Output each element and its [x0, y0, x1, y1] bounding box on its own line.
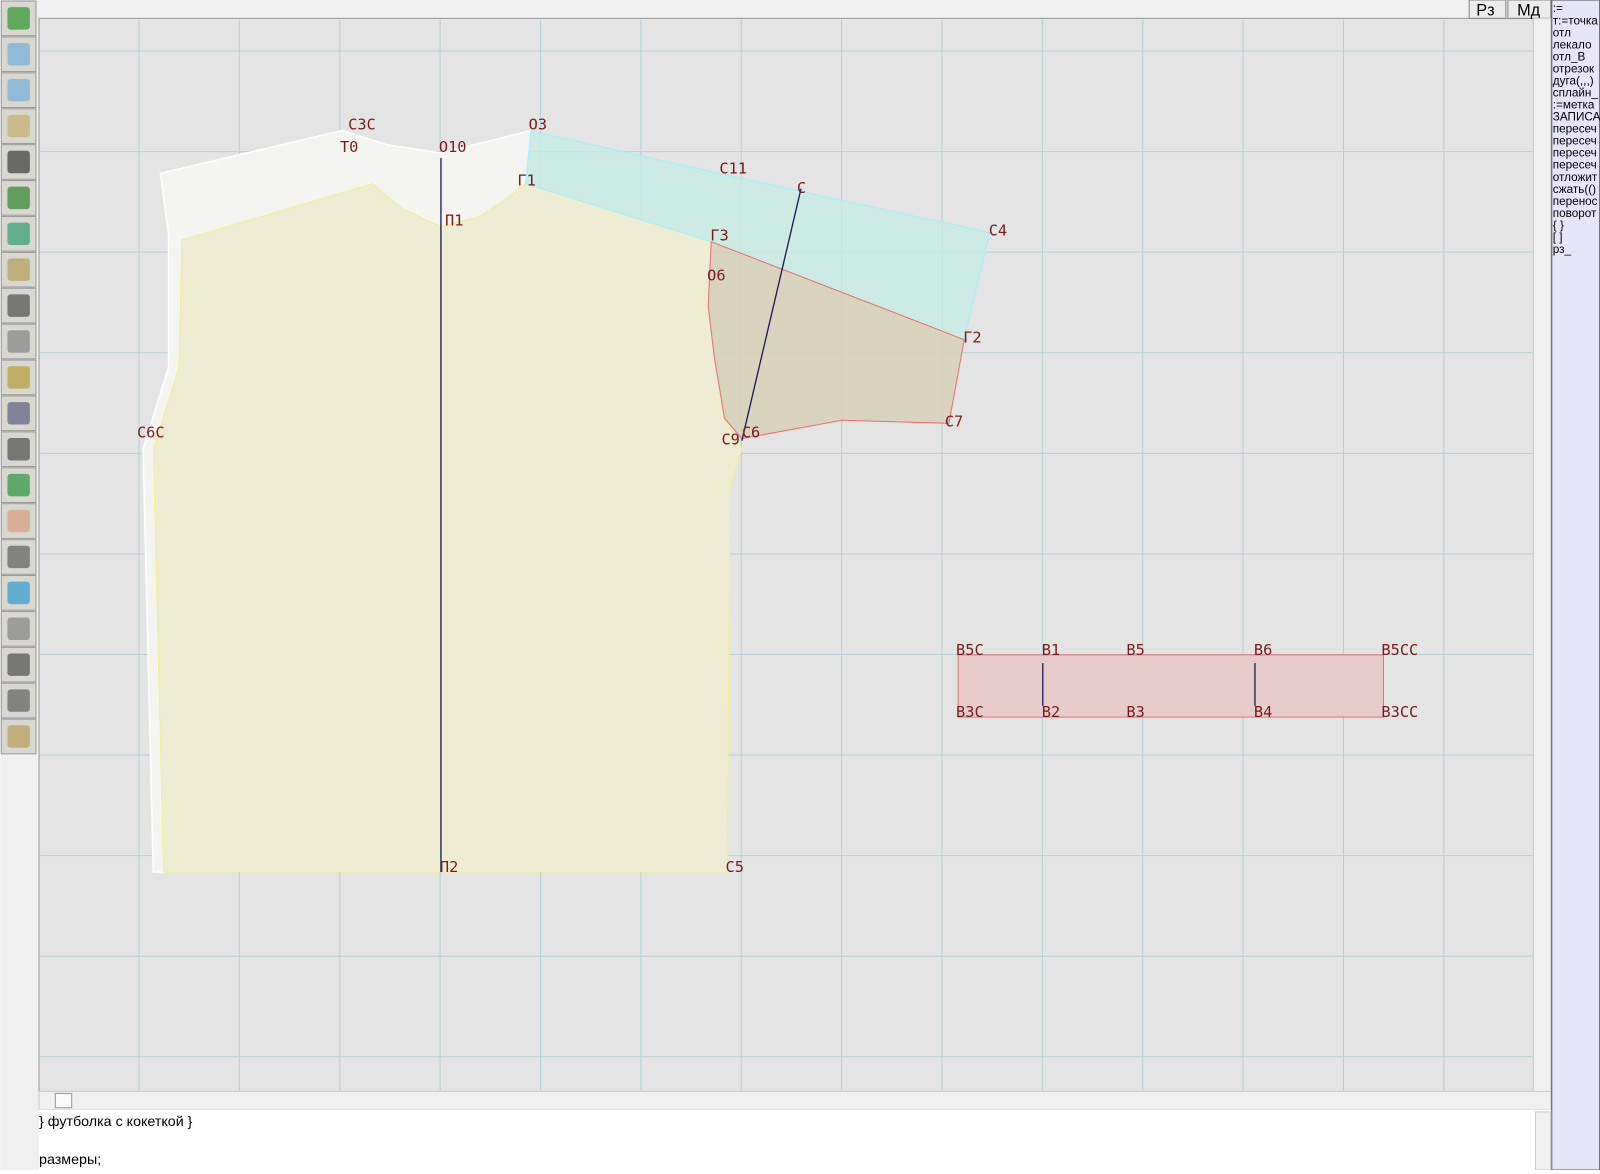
point-label: С6С	[137, 424, 165, 442]
tool-icon	[7, 186, 30, 210]
point-label: Г3	[710, 227, 728, 245]
tool-icon	[7, 43, 30, 66]
command-item[interactable]: рз_	[1553, 243, 1572, 256]
point-label: В3С	[956, 703, 984, 721]
tool-icon	[7, 114, 30, 138]
point-label: С11	[719, 159, 747, 177]
tool-icon	[7, 294, 30, 317]
horizontal-scrollbar[interactable]	[38, 1090, 1552, 1111]
tool-icon	[7, 725, 30, 748]
tool-icon	[7, 150, 30, 174]
tool-icon	[7, 581, 30, 605]
command-item[interactable]: :=метка	[1553, 99, 1595, 112]
front-piece	[152, 183, 743, 873]
command-item[interactable]: поворот	[1553, 207, 1597, 220]
point-label: В3	[1126, 703, 1144, 721]
point-label: С9	[721, 431, 739, 449]
tool-icon	[7, 653, 30, 676]
vertical-scrollbar[interactable]	[1532, 17, 1552, 1092]
point-label: О6	[707, 267, 725, 285]
command-item[interactable]: пересеч	[1553, 135, 1597, 148]
button[interactable]	[1507, 0, 1552, 19]
point-label: В5СС	[1381, 641, 1418, 659]
point-label: О3	[529, 116, 547, 134]
sleeve-axis	[741, 188, 802, 441]
cuff-piece	[957, 654, 1384, 718]
button-label[interactable]: Рз	[1476, 1, 1494, 19]
command-item[interactable]: сплайн_	[1553, 86, 1599, 99]
point-label: С6	[742, 424, 760, 442]
command-item[interactable]: ЗАПИСА	[1553, 111, 1600, 124]
tool-icon	[7, 402, 30, 425]
command-item[interactable]: сжать(()	[1553, 183, 1596, 196]
tool-icon	[7, 473, 30, 497]
command-item[interactable]: отрезок	[1553, 62, 1595, 75]
command-item[interactable]: дуга(,,,)	[1553, 74, 1594, 87]
point-label: В4	[1254, 703, 1272, 721]
point-label: В5С	[956, 641, 984, 659]
tool-icon	[7, 7, 30, 30]
command-item[interactable]: пересеч	[1553, 123, 1597, 136]
command-list: :=т:=точкаотллекалоотл_Вотрезокдуга(,,,)…	[1553, 2, 1600, 256]
command-item[interactable]: пересеч	[1553, 147, 1597, 160]
command-item[interactable]: :=	[1553, 2, 1563, 15]
tool-icon	[7, 222, 30, 246]
editor-line: размеры;	[39, 1152, 101, 1168]
toolbar	[0, 0, 37, 755]
editor	[39, 1109, 1551, 1170]
editor-scrollbar[interactable]	[1534, 1111, 1552, 1171]
scroll-thumb[interactable]	[54, 1092, 73, 1109]
tool-icon	[7, 545, 30, 569]
button-label[interactable]: Мд	[1517, 1, 1541, 19]
tool-icon	[7, 366, 30, 389]
point-label: В1	[1042, 641, 1060, 659]
editor-line: } футболка с кокеткой }	[39, 1114, 193, 1130]
point-label: С7	[945, 412, 963, 430]
point-label: С4	[989, 222, 1007, 240]
point-label: С	[797, 179, 806, 197]
tool-icon	[7, 258, 30, 281]
tool-icon	[7, 438, 30, 461]
button[interactable]	[1468, 0, 1507, 19]
point-labels: С3С Т0 О10 О3 Г1 П1 С11 С С4 Г3 О6 Г2 С7…	[137, 116, 1418, 877]
point-label: Г2	[963, 329, 981, 347]
command-item[interactable]: отложит	[1553, 171, 1598, 184]
tool-icon	[7, 330, 30, 353]
point-label: В5	[1126, 641, 1144, 659]
command-item[interactable]: { }	[1553, 219, 1564, 232]
command-item[interactable]: т:=точка	[1553, 14, 1598, 27]
point-label: О10	[439, 138, 467, 156]
tool-icon	[7, 617, 30, 640]
point-label: П1	[445, 211, 463, 229]
command-item[interactable]: отл	[1553, 26, 1571, 39]
tool-icon	[7, 509, 30, 533]
tool-icon	[7, 689, 30, 712]
point-label: П2	[440, 858, 458, 876]
point-label: В3СС	[1381, 703, 1418, 721]
command-item[interactable]: лекало	[1553, 38, 1592, 51]
command-item[interactable]: перенос	[1553, 195, 1598, 208]
tool-icon	[7, 78, 30, 102]
point-label: С5	[726, 858, 744, 876]
point-label: Г1	[517, 172, 535, 190]
command-item[interactable]: отл_В	[1553, 50, 1586, 63]
point-label: С3С	[348, 116, 376, 134]
command-item[interactable]: пересеч	[1553, 159, 1597, 172]
point-label: Т0	[340, 138, 358, 156]
point-label: В2	[1042, 703, 1060, 721]
point-label: В6	[1254, 641, 1272, 659]
command-item[interactable]: [ ]	[1553, 231, 1563, 244]
